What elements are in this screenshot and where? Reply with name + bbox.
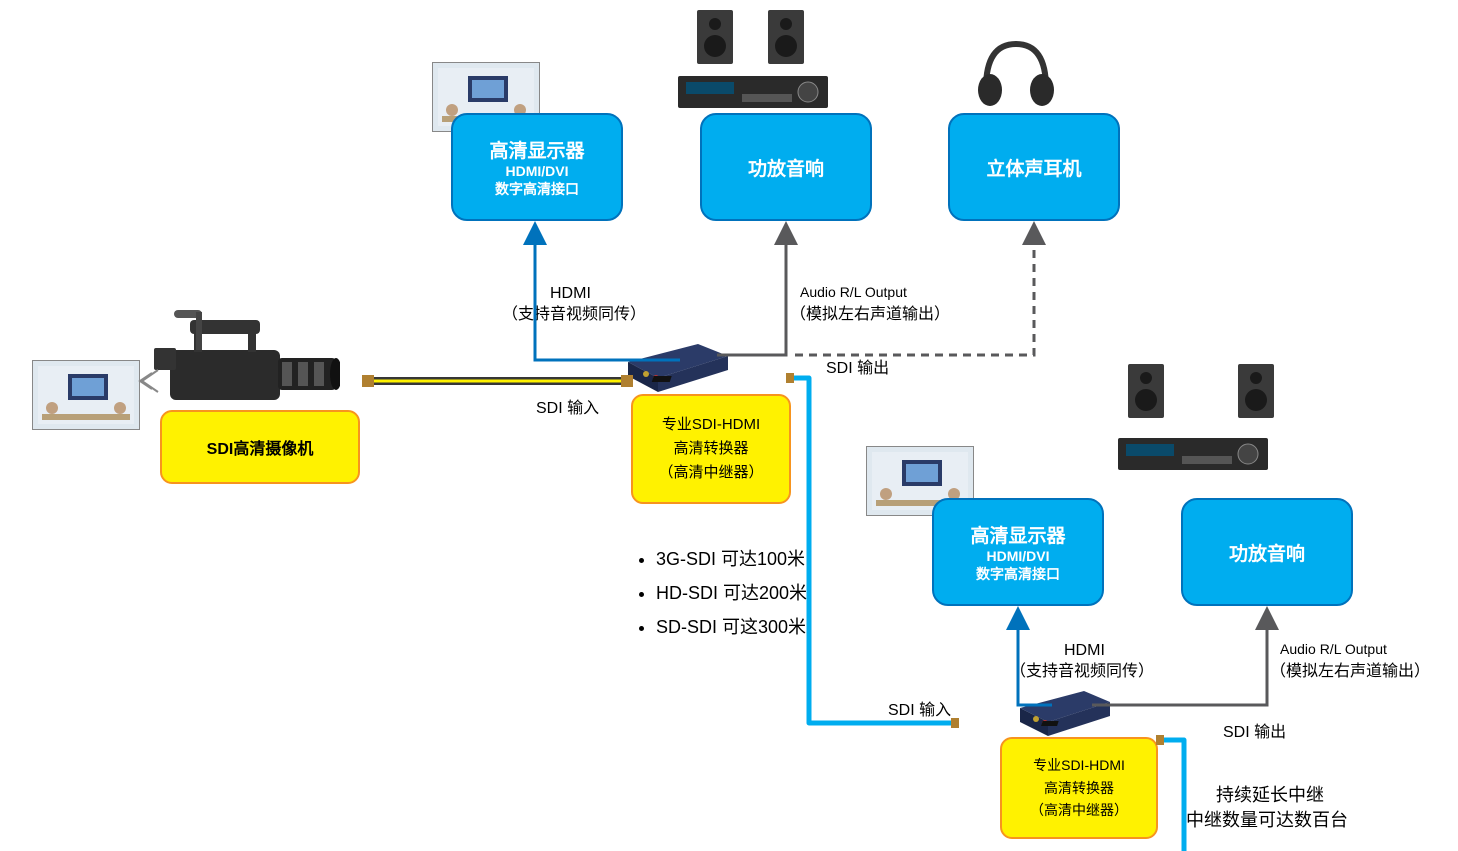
- label-extend1: 持续延长中继: [1216, 783, 1324, 807]
- sdi-distance-list: 3G-SDI 可达100米 HD-SDI 可达200米 SD-SDI 可这300米: [634, 545, 807, 647]
- label-audio2_b: （模拟左右声道输出）: [1270, 661, 1430, 683]
- headphone-title: 立体声耳机: [986, 154, 1081, 181]
- label-hdmi2_b: （支持音视频同传）: [1010, 661, 1154, 683]
- amp_bot-node: 功放音响: [1181, 498, 1353, 606]
- converter2-line1: 专业SDI-HDMI: [1033, 754, 1125, 776]
- camera-title: SDI高清摄像机: [207, 435, 314, 459]
- conference-photo-icon: [32, 360, 140, 430]
- display_top-sub1: HDMI/DVI: [506, 163, 569, 179]
- converter1-node: 专业SDI-HDMI高清转换器（高清中继器）: [631, 394, 791, 504]
- converter2-line2: 高清转换器: [1044, 777, 1114, 799]
- receiver-icon: [1118, 434, 1268, 474]
- bullet-2: SD-SDI 可这300米: [656, 613, 807, 639]
- bullet-0: 3G-SDI 可达100米: [656, 545, 807, 571]
- converter2-node: 专业SDI-HDMI高清转换器（高清中继器）: [1000, 737, 1158, 839]
- converter1-line2: 高清转换器: [673, 437, 748, 461]
- speaker-icon: [768, 10, 804, 64]
- display_bot-node: 高清显示器HDMI/DVI数字高清接口: [932, 498, 1104, 606]
- sdi-out-2: [1160, 740, 1184, 851]
- label-sdi_out2: SDI 输出: [1223, 722, 1286, 744]
- speaker-icon: [1128, 364, 1164, 418]
- label-hdmi2_a: HDMI: [1064, 640, 1105, 662]
- amp_bot-title: 功放音响: [1229, 539, 1305, 566]
- label-sdi_in1: SDI 输入: [536, 398, 599, 420]
- converter-box-icon: [628, 332, 728, 392]
- sdi-out-1: [790, 378, 955, 723]
- signal-icon: [136, 368, 162, 394]
- label-audio1_a: Audio R/L Output: [800, 283, 907, 302]
- bullet-1: HD-SDI 可达200米: [656, 579, 807, 605]
- speaker-icon: [697, 10, 733, 64]
- converter1-line3: （高清中继器）: [658, 461, 763, 485]
- display_top-sub2: 数字高清接口: [495, 179, 579, 199]
- amp_top-title: 功放音响: [748, 154, 824, 181]
- converter1-line1: 专业SDI-HDMI: [662, 413, 760, 437]
- receiver-icon: [678, 72, 828, 112]
- display_top-node: 高清显示器HDMI/DVI数字高清接口: [451, 113, 623, 221]
- headphone-node: 立体声耳机: [948, 113, 1120, 221]
- converter2-line3: （高清中继器）: [1030, 799, 1128, 821]
- label-hdmi1_a: HDMI: [550, 283, 591, 305]
- display_top-title: 高清显示器: [489, 136, 584, 163]
- audio-to-amp-bot: [1092, 610, 1267, 705]
- speaker-icon: [1238, 364, 1274, 418]
- headphones-icon: [972, 32, 1060, 110]
- label-sdi_in2: SDI 输入: [888, 700, 951, 722]
- camera-node: SDI高清摄像机: [160, 410, 360, 484]
- camera-icon: [150, 290, 340, 410]
- converter-box-icon: [1020, 680, 1110, 736]
- display_bot-sub2: 数字高清接口: [976, 564, 1060, 584]
- label-sdi_out1: SDI 输出: [826, 358, 889, 380]
- display_bot-title: 高清显示器: [970, 521, 1065, 548]
- display_bot-sub1: HDMI/DVI: [987, 548, 1050, 564]
- label-hdmi1_b: （支持音视频同传）: [502, 304, 646, 326]
- label-audio1_b: （模拟左右声道输出）: [790, 304, 950, 326]
- label-extend2: 中继数量可达数百台: [1186, 808, 1348, 832]
- label-audio2_a: Audio R/L Output: [1280, 640, 1387, 659]
- amp_top-node: 功放音响: [700, 113, 872, 221]
